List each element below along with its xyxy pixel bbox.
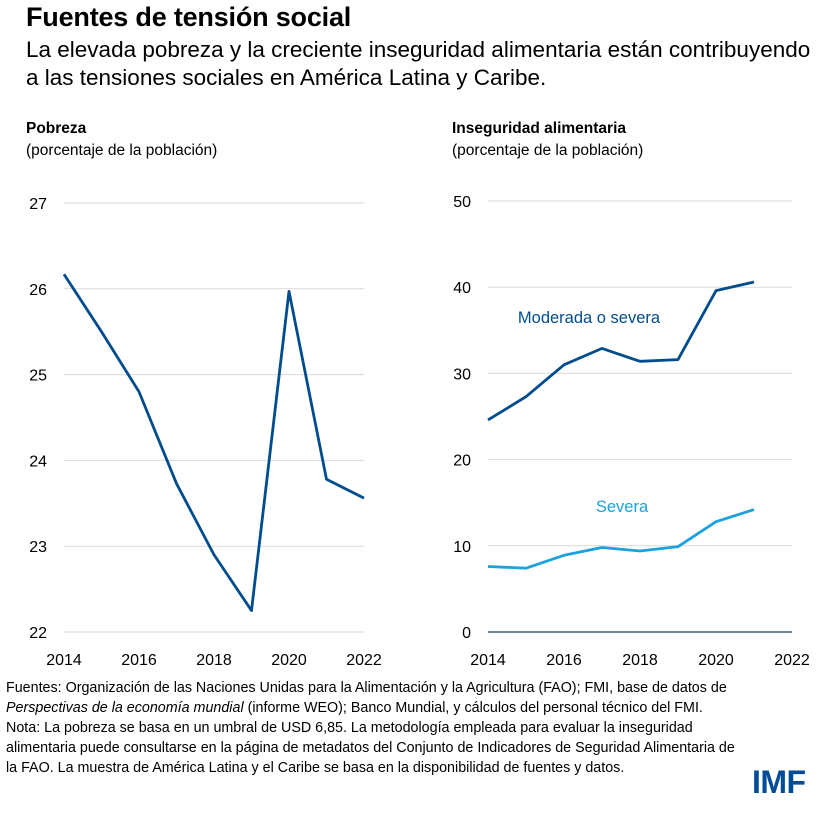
y-tick-label: 27	[29, 196, 47, 213]
food-insecurity-chart: 0 10 20 30 40 50 2014 2016 2018 2020 2022 Moderada …	[453, 194, 810, 669]
y-tick-label: 26	[29, 282, 47, 299]
y-tick-label: 50	[453, 194, 471, 211]
y-tick-label: 0	[462, 625, 471, 642]
charts-canvas: 22 23 24 25 26 27 2014 2016 2018 2020 2022 0 10 20 30…	[29, 194, 810, 669]
page-title: Fuentes de tensión social	[26, 2, 352, 32]
x-tick-label: 2018	[196, 652, 232, 669]
y-tick-label: 40	[453, 280, 471, 297]
x-tick-label: 2020	[271, 652, 307, 669]
poverty-chart-unit: (porcentaje de la población)	[26, 142, 218, 159]
series-line	[487, 508, 755, 570]
x-tick-label: 2022	[346, 652, 382, 669]
y-tick-label: 30	[453, 366, 471, 383]
food-chart-title: Inseguridad alimentaria	[452, 120, 626, 137]
y-tick-label: 23	[29, 539, 47, 556]
footnotes: Fuentes: Organización de las Naciones Un…	[6, 678, 746, 778]
x-tick-label: 2014	[46, 652, 82, 669]
x-tick-label: 2022	[774, 652, 810, 669]
note-text: Nota: La pobreza se basa en un umbral de…	[6, 720, 735, 776]
page-subtitle: La elevada pobreza y la creciente insegu…	[26, 37, 811, 90]
x-tick-label: 2020	[698, 652, 734, 669]
x-tick-label: 2018	[622, 652, 658, 669]
series-label: Moderada o severa	[518, 309, 661, 327]
y-tick-label: 10	[453, 539, 471, 556]
x-tick-label: 2016	[546, 652, 582, 669]
y-tick-label: 22	[29, 625, 47, 642]
food-chart-unit: (porcentaje de la población)	[452, 142, 644, 159]
series-label: Severa	[596, 498, 649, 516]
series-line	[487, 280, 755, 422]
y-tick-label: 20	[453, 453, 471, 470]
imf-logo: IMF	[752, 764, 806, 800]
x-tick-label: 2014	[470, 652, 506, 669]
poverty-chart: 22 23 24 25 26 27 2014 2016 2018 2020 2022	[29, 196, 382, 669]
y-tick-label: 24	[29, 453, 47, 470]
series-line	[62, 273, 365, 612]
y-tick-label: 25	[29, 368, 47, 385]
sources-text: Fuentes: Organización de las Naciones Un…	[6, 680, 727, 716]
x-tick-label: 2016	[121, 652, 157, 669]
poverty-chart-title: Pobreza	[26, 120, 87, 137]
